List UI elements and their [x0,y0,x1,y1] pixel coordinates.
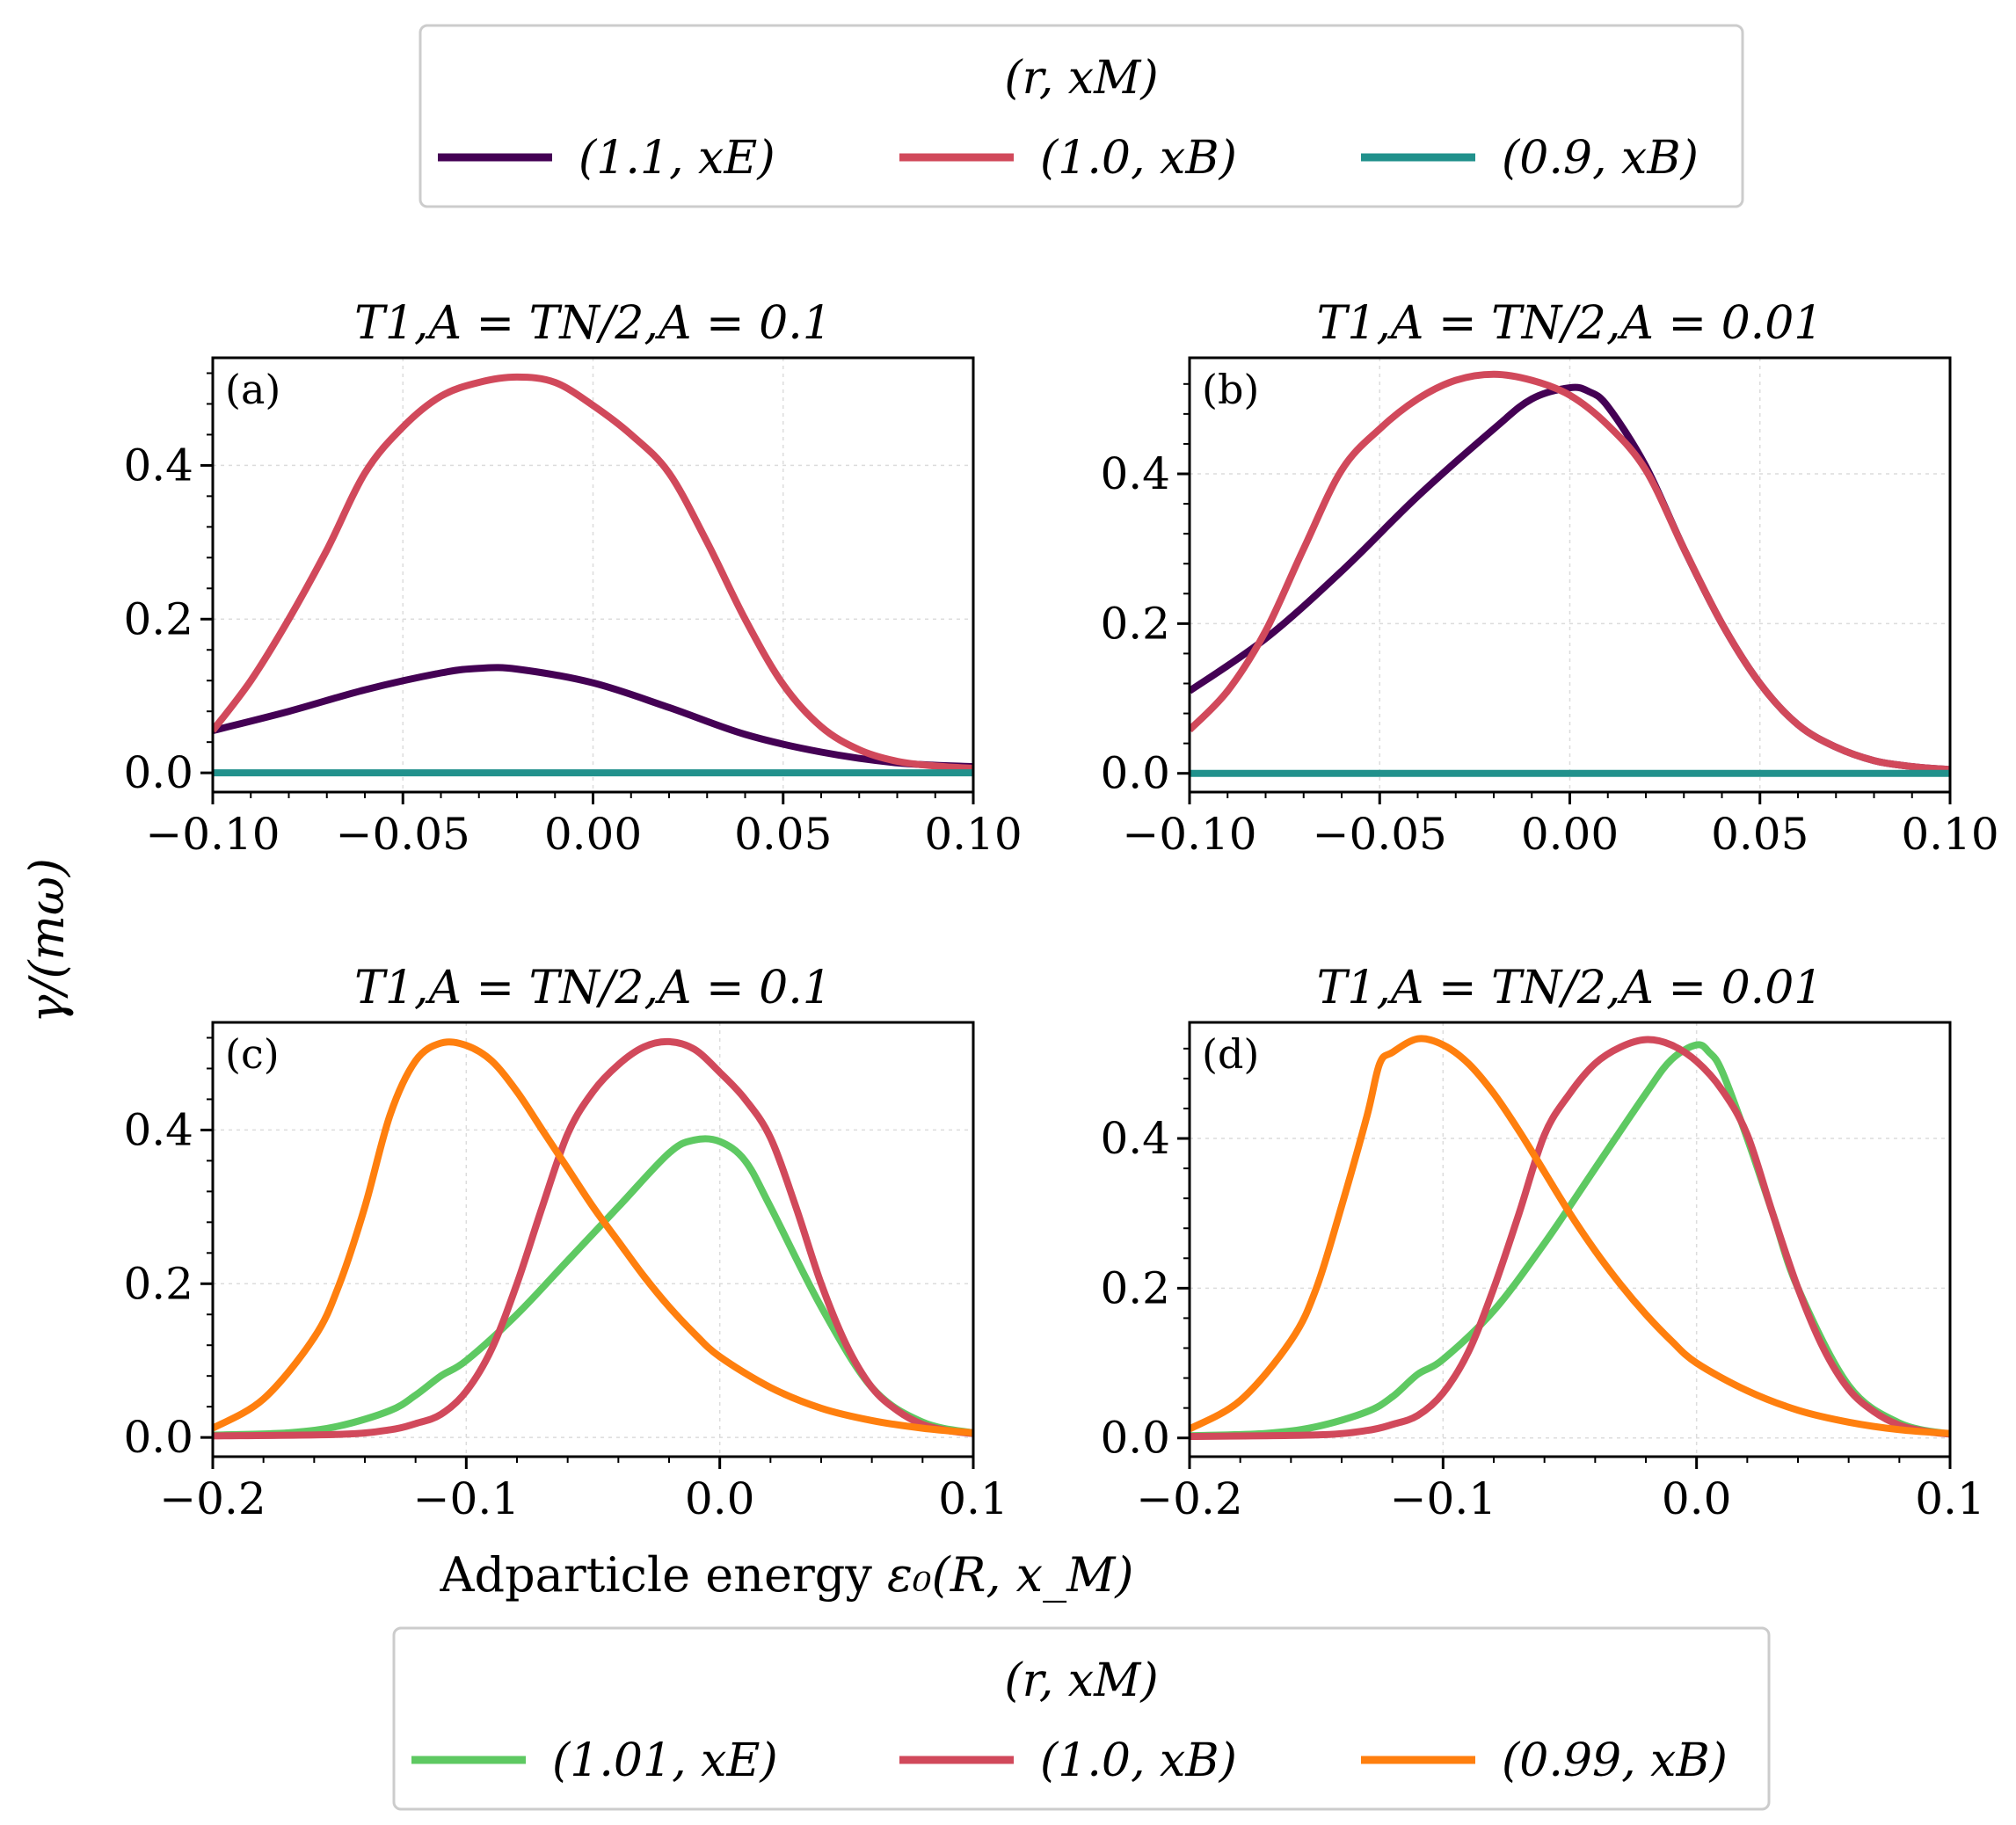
panel-title: T1,A = TN/2,A = 0.1 [354,962,832,1014]
y-axis-label: γ/(mω) [19,858,75,1023]
x-tick-label: −0.2 [1136,1473,1242,1524]
y-tick-label: 0.4 [123,1104,193,1155]
legend-label-0: (1.01, xE) [552,1734,778,1787]
legend-label-1: (1.0, xB) [1040,132,1237,185]
y-tick-label: 0.2 [123,593,193,644]
y-tick-label: 0.4 [1100,1113,1170,1164]
panel-title: T1,A = TN/2,A = 0.1 [354,297,832,350]
series-line-1 [213,373,973,772]
panel-title: T1,A = TN/2,A = 0.01 [1317,297,1823,350]
y-tick-label: 0.2 [1100,598,1170,649]
x-tick-label: 0.10 [1901,809,1998,860]
panel-title: T1,A = TN/2,A = 0.01 [1317,962,1823,1014]
x-tick-label: 0.0 [1662,1473,1732,1524]
plot-frame [1188,1021,1952,1458]
legend-title: (r, xM) [1004,1654,1158,1707]
x-tick-label: 0.05 [1711,809,1809,860]
legend-label-1: (1.0, xB) [1040,1734,1237,1787]
x-axis-label-math: ε₀(R, x_M) [887,1547,1134,1603]
x-tick-label: 0.05 [734,809,832,860]
panel-label: (c) [225,1030,280,1078]
legend-label-0: (1.1, xE) [579,132,775,185]
panel-label: (d) [1202,1030,1259,1078]
x-tick-label: −0.05 [1313,809,1447,860]
legend-title: (r, xM) [1004,52,1158,105]
x-tick-label: 0.1 [1915,1473,1985,1524]
panel-label: (b) [1202,366,1259,413]
x-tick-label: −0.2 [159,1473,266,1524]
x-tick-label: −0.10 [1122,809,1256,860]
y-tick-label: 0.0 [1100,1413,1170,1464]
series-line-1 [1190,370,1950,774]
x-tick-label: −0.05 [336,809,470,860]
panel-label: (a) [225,366,280,413]
series-line-2 [1190,1035,1950,1437]
x-tick-label: −0.1 [413,1473,520,1524]
panel-a: −0.10 −0.05 0.00 0.05 0.10 0.0 0.2 0.4 (a) T1,A =… [123,297,1022,860]
series-line-0 [1190,383,1950,774]
x-tick-label: −0.10 [145,809,280,860]
panel-c: −0.2 −0.1 0.0 0.1 0.0 0.2 0.4 (c) T1,A = TN/2,A … [123,962,1008,1524]
legend-label-2: (0.9, xB) [1502,132,1699,185]
series-line-0 [213,1135,973,1439]
series-line-1 [213,1037,973,1440]
x-tick-label: −0.1 [1390,1473,1496,1524]
x-tick-label: 0.0 [685,1473,755,1524]
y-tick-label: 0.2 [123,1258,193,1309]
y-tick-label: 0.0 [123,1412,193,1463]
y-tick-label: 0.2 [1100,1262,1170,1313]
series-line-0 [213,664,973,771]
series-line-2 [213,1038,973,1436]
x-axis-label-text: Adparticle energy [440,1547,888,1603]
series-line-1 [1190,1036,1950,1440]
y-tick-label: 0.4 [1100,448,1170,499]
y-tick-label: 0.0 [1100,748,1170,799]
y-tick-label: 0.4 [123,440,193,491]
x-tick-label: 0.10 [924,809,1022,860]
x-axis-label: Adparticle energy ε₀(R, x_M) [440,1547,1134,1603]
y-tick-label: 0.0 [123,747,193,798]
x-tick-label: 0.1 [938,1473,1008,1524]
panels: −0.10 −0.05 0.00 0.05 0.10 0.0 0.2 0.4 (a) T1,A =… [123,297,1998,1524]
legend-top: (r, xM) (1.1, xE) (1.0, xB) (0.9, xB) [418,24,1744,208]
panel-b: −0.10 −0.05 0.00 0.05 0.10 0.0 0.2 0.4 (b) T1,A =… [1100,297,1998,860]
panel-d: −0.2 −0.1 0.0 0.1 0.0 0.2 0.4 (d) T1,A = TN/2,A … [1100,962,1984,1524]
x-tick-label: 0.00 [544,809,642,860]
legend-bottom: (r, xM) (1.01, xE) (1.0, xB) (0.99, xB) [392,1626,1771,1811]
legend-label-2: (0.99, xB) [1502,1734,1728,1787]
plot-frame [211,1021,975,1458]
x-tick-label: 0.00 [1521,809,1619,860]
